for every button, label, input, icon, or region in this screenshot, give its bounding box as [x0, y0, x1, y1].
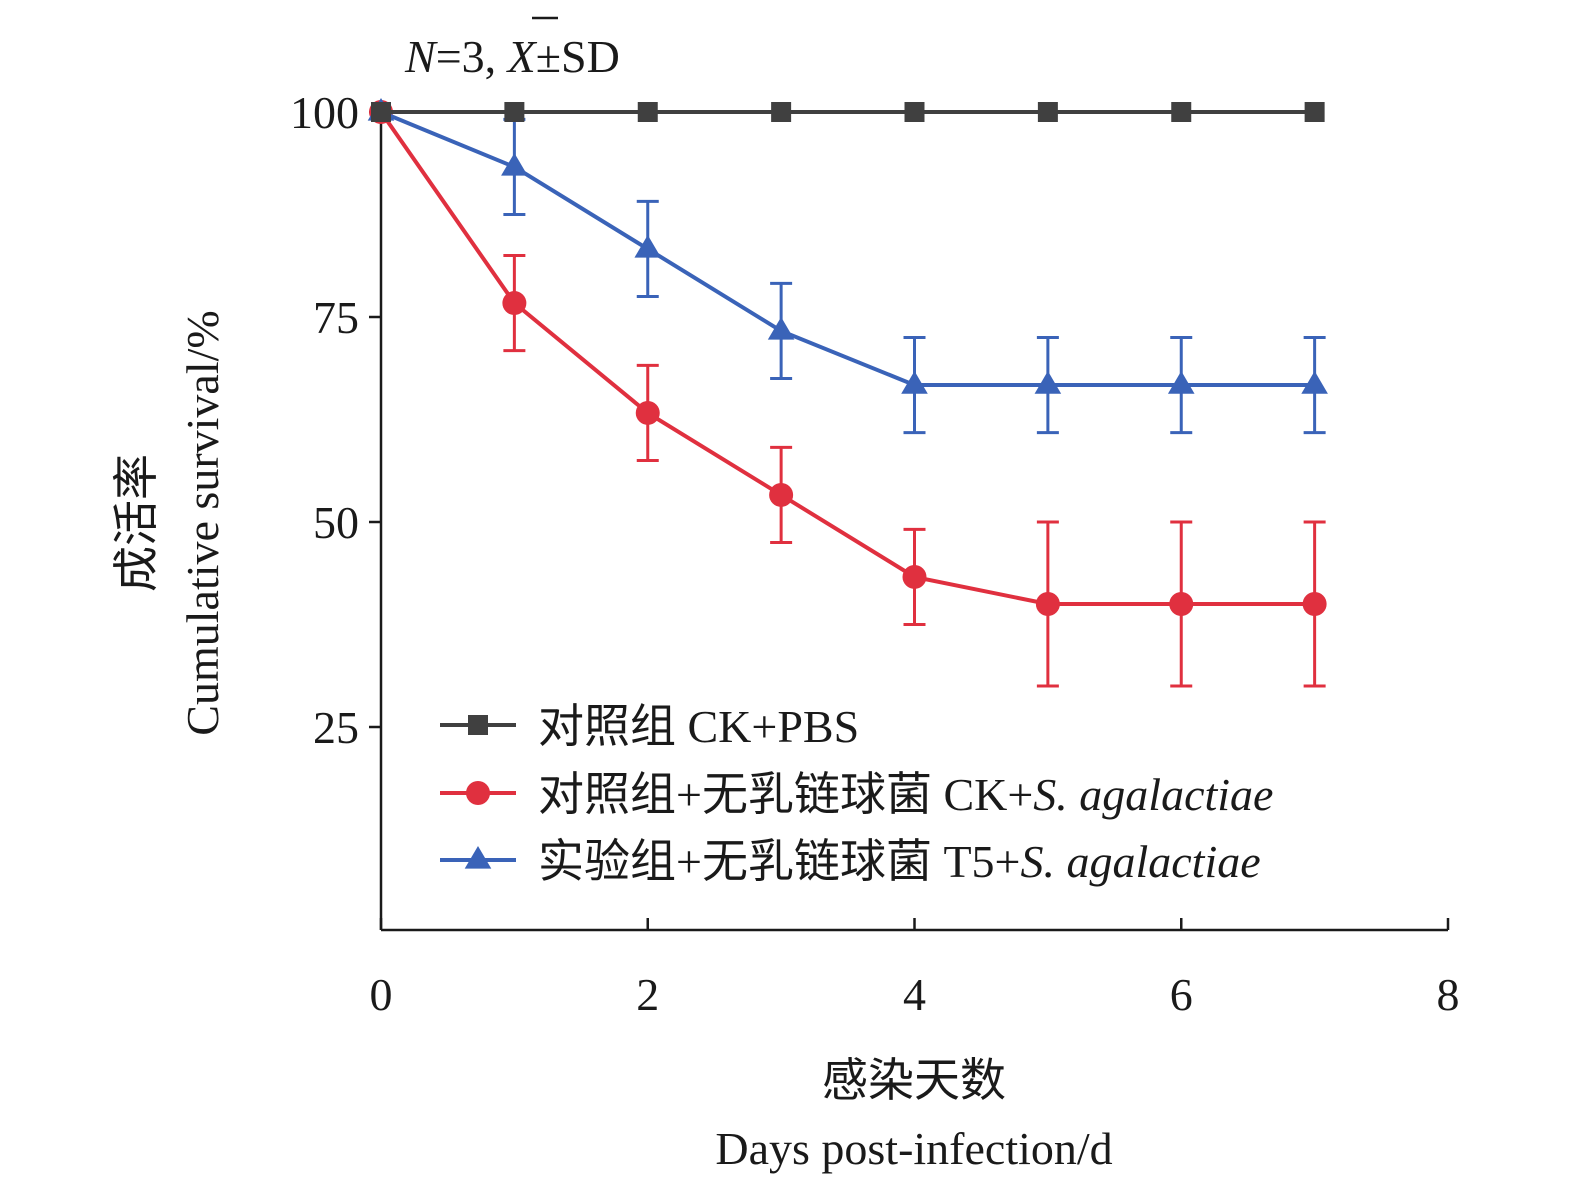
series-line — [379, 110, 1315, 606]
data-point — [637, 102, 658, 122]
legend-label-plain: 对照组 CK+PBS — [538, 701, 859, 752]
x-tick-label: 6 — [1170, 969, 1193, 1020]
legend-label: 对照组 CK+PBS — [538, 701, 859, 752]
y-tick-label: 75 — [313, 292, 359, 343]
legend-label-plain: 对照组+无乳链球菌 CK+ — [538, 769, 1033, 820]
data-point — [901, 371, 928, 394]
data-point — [902, 564, 927, 589]
data-point — [1034, 371, 1062, 394]
annotation-n: N — [404, 31, 438, 82]
data-point — [1167, 371, 1195, 394]
legend-marker — [464, 846, 492, 869]
legend-label-italic: S. agalactiae — [1020, 836, 1260, 887]
data-point — [1301, 371, 1328, 394]
legend-item-0: 对照组 CK+PBS — [440, 701, 859, 752]
series-line — [380, 110, 1315, 388]
data-point — [1171, 102, 1192, 122]
data-point — [634, 234, 662, 258]
data-point — [1169, 592, 1194, 616]
x-axis-title-en: Days post-infection/d — [715, 1123, 1112, 1174]
x-tick-label: 2 — [636, 969, 659, 1020]
data-point — [1035, 592, 1060, 616]
data-point — [767, 316, 795, 340]
x-tick-label: 0 — [370, 969, 393, 1020]
legend-label-italic: S. agalactiae — [1033, 769, 1273, 820]
data-point — [904, 102, 925, 122]
data-point — [635, 400, 660, 425]
y-tick-label: 50 — [313, 497, 359, 548]
series-1 — [369, 100, 1327, 688]
y-axis-title-en: Cumulative survival/% — [177, 310, 228, 735]
legend-item-2: 实验组+无乳链球菌 T5+S. agalactiae — [440, 836, 1261, 887]
y-tick-label: 100 — [290, 87, 359, 138]
data-point — [504, 102, 525, 122]
x-tick-label: 8 — [1437, 969, 1460, 1020]
data-point — [771, 102, 792, 122]
series-0 — [371, 102, 1325, 122]
data-point — [501, 152, 528, 176]
data-point — [1037, 102, 1058, 122]
y-tick-label: 25 — [313, 702, 359, 753]
legend-marker — [466, 781, 490, 805]
data-point — [1302, 592, 1327, 616]
legend-label: 对照组+无乳链球菌 CK+S. agalactiae — [538, 769, 1273, 820]
data-point — [769, 482, 794, 507]
axes: 25 50 75 100 0 2 4 6 8 — [290, 87, 1460, 1020]
legend-item-1: 对照组+无乳链球菌 CK+S. agalactiae — [440, 769, 1273, 820]
legend-label: 实验组+无乳链球菌 T5+S. agalactiae — [538, 836, 1261, 887]
annotation-sd: ±SD — [536, 31, 620, 82]
series-layer — [367, 98, 1328, 688]
stat-annotation: N=3, X±SD — [404, 31, 620, 82]
data-point — [502, 291, 527, 316]
x-axis-title-cn: 感染天数 — [822, 1055, 1006, 1106]
data-point — [371, 102, 391, 122]
legend-label-plain: 实验组+无乳链球菌 T5+ — [538, 836, 1020, 887]
x-tick-label: 4 — [903, 969, 926, 1020]
annotation-eq: =3, — [436, 31, 508, 82]
data-point — [1304, 102, 1325, 122]
y-axis-title-cn: 成活率 — [111, 454, 162, 592]
annotation-mean: X — [506, 31, 538, 82]
legend-marker — [468, 715, 488, 735]
series-2 — [367, 98, 1328, 435]
